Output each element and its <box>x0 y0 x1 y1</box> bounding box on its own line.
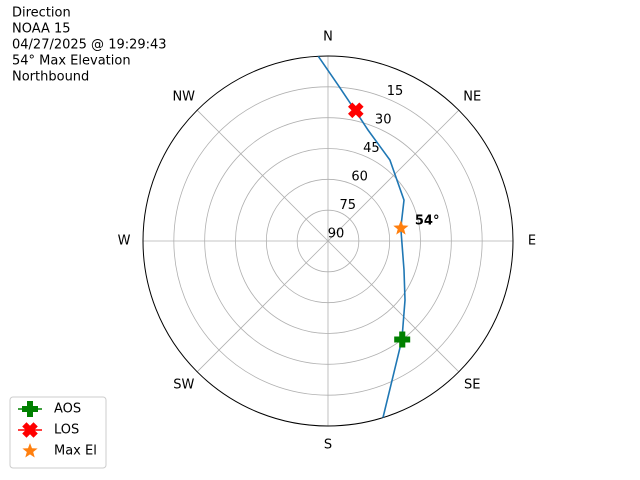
grid-spoke <box>327 240 460 373</box>
r-tick-label: 90 <box>328 227 345 242</box>
title-line: Direction <box>12 6 71 21</box>
legend-marker <box>22 401 38 417</box>
title-line: NOAA 15 <box>12 22 71 37</box>
legend-marker <box>22 443 38 458</box>
theta-tick-label: SW <box>173 378 194 393</box>
marker-x <box>348 102 364 119</box>
legend-label: Max El <box>54 444 97 459</box>
legend-marker <box>22 422 38 438</box>
theta-tick-label: NE <box>463 89 481 104</box>
theta-tick-label: W <box>118 234 131 249</box>
grid-spoke <box>327 109 460 242</box>
title-line: 54° Max Elevation <box>12 54 131 69</box>
pass-track <box>317 55 406 418</box>
theta-tick-label: E <box>528 234 536 249</box>
value-label: 54° <box>415 214 440 229</box>
title-line: Northbound <box>12 70 89 85</box>
r-tick-label: 45 <box>363 141 380 156</box>
marker-plus <box>394 331 411 348</box>
legend-label: AOS <box>54 402 81 417</box>
polar-frame <box>142 55 514 427</box>
grid-spoke <box>196 240 329 373</box>
theta-tick-label: NW <box>172 89 195 104</box>
r-tick-label: 75 <box>340 198 357 213</box>
r-tick-label: 60 <box>351 170 368 185</box>
title-line: 04/27/2025 @ 19:29:43 <box>12 38 167 53</box>
theta-tick-label: SE <box>464 378 480 393</box>
r-tick-label: 15 <box>387 84 404 99</box>
theta-tick-label: S <box>324 438 332 453</box>
marker-star <box>393 220 409 235</box>
r-tick-label: 30 <box>375 113 392 128</box>
legend-label: LOS <box>54 423 79 438</box>
grid-spoke <box>196 109 329 242</box>
theta-tick-label: N <box>323 30 333 45</box>
